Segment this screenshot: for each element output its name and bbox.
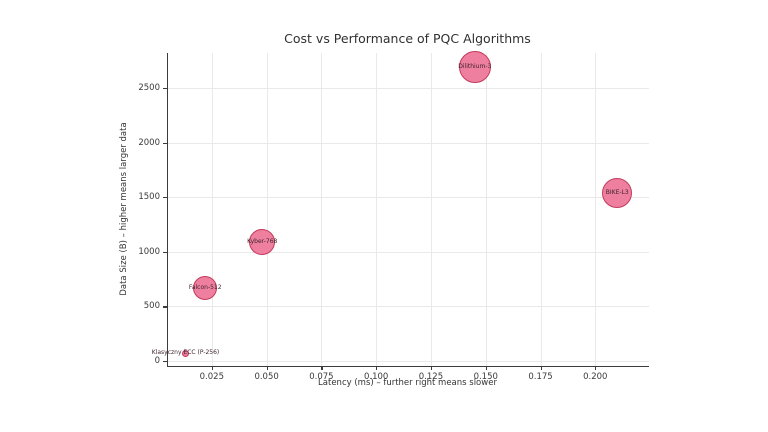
x-tick-mark: [595, 366, 597, 370]
x-tick-label: 0.100: [364, 372, 389, 382]
chart-title: Cost vs Performance of PQC Algorithms: [284, 31, 531, 46]
data-point-bubble: [249, 229, 276, 255]
x-gridline: [376, 53, 378, 366]
data-point-bubble: [458, 51, 491, 84]
y-axis-label: Data Size (B) – higher means larger data: [119, 122, 129, 296]
data-point-label: BIKE-L3: [605, 188, 629, 196]
x-gridline: [321, 53, 323, 366]
data-point-bubble: [182, 349, 190, 357]
x-tick-label: 0.125: [418, 372, 444, 382]
y-tick-mark: [163, 251, 167, 254]
y-tick-label: 2000: [138, 137, 160, 148]
y-tick-mark: [163, 361, 167, 363]
y-gridline: [168, 361, 649, 363]
y-gridline: [168, 306, 649, 308]
x-tick-label: 0.175: [528, 372, 553, 382]
y-tick-label: 2500: [138, 82, 160, 93]
plot-area: 0.025 0.050 0.075 0.100 0.125 0.150 0.175 0.200…: [138, 51, 649, 382]
data-point-bubble: [193, 276, 218, 301]
y-gridline: [168, 251, 649, 253]
y-tick-mark: [163, 306, 167, 308]
y-tick-label: 1500: [138, 192, 160, 203]
y-tick-label: 500: [143, 301, 160, 312]
x-tick-mark: [321, 366, 323, 370]
x-gridline: [595, 53, 597, 366]
y-gridline: [168, 142, 649, 144]
y-tick-mark: [163, 87, 167, 90]
y-tick-mark: [163, 197, 167, 199]
x-tick-mark: [540, 366, 542, 370]
x-tick-mark: [485, 366, 487, 370]
y-tick-label: 0: [154, 356, 160, 367]
x-tick-label: 0.050: [254, 372, 279, 382]
x-gridline: [485, 53, 487, 366]
x-tick-mark: [376, 366, 378, 370]
x-gridline: [211, 53, 213, 366]
x-tick-mark: [211, 366, 213, 370]
y-gridline: [168, 87, 649, 89]
y-gridline: [168, 197, 649, 199]
x-tick-label: 0.025: [199, 372, 224, 382]
data-point-bubble: [602, 177, 633, 208]
data-point-label: Dilithium-3: [458, 63, 492, 71]
x-tick-mark: [430, 366, 433, 370]
x-gridline: [430, 53, 432, 366]
y-tick-label: 1000: [138, 246, 160, 257]
x-tick-label: 0.150: [473, 372, 498, 382]
x-gridline: [540, 53, 542, 366]
x-tick-label: 0.200: [583, 372, 608, 382]
y-tick-mark: [163, 142, 167, 144]
x-axis-label: Latency (ms) – further right means slowe…: [318, 378, 497, 388]
x-tick-label: 0.075: [309, 372, 334, 382]
x-tick-mark: [266, 366, 268, 370]
data-point-label: Kyber-768: [247, 238, 278, 245]
data-point-label: Klasyczny ECC (P-256): [151, 349, 220, 357]
x-gridline: [266, 53, 268, 366]
data-point-label: Falcon-512: [188, 284, 222, 292]
